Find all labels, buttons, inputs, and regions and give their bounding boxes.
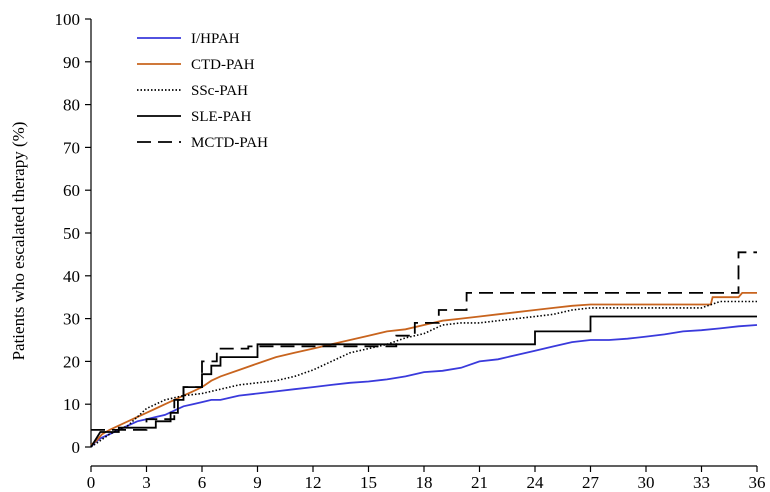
y-tick-label: 70 <box>63 138 80 157</box>
x-tick-label: 15 <box>360 473 377 492</box>
y-tick-label: 80 <box>63 96 80 115</box>
series-line-i-hpah <box>90 324 758 448</box>
x-tick-label: 18 <box>416 473 433 492</box>
x-tick-labels: 0 3 6 9 12 15 18 21 24 27 30 33 36 <box>87 473 766 492</box>
y-axis-title: Patients who escalated therapy (%) <box>9 122 28 361</box>
y-tick-label: 40 <box>63 267 80 286</box>
x-tick-label: 12 <box>305 473 322 492</box>
x-tick-label: 24 <box>527 473 545 492</box>
legend-label: SLE-PAH <box>191 109 251 125</box>
y-tick-label: 30 <box>63 310 80 329</box>
y-tick-label: 100 <box>55 10 81 29</box>
legend-label: MCTD-PAH <box>191 135 268 151</box>
series-line-mctd-pah <box>91 251 757 431</box>
x-tick-label: 30 <box>638 473 655 492</box>
series-lines <box>90 251 758 448</box>
x-tick-label: 27 <box>582 473 600 492</box>
x-tick-label: 6 <box>198 473 207 492</box>
x-tick-label: 9 <box>253 473 262 492</box>
series-line-ssc-pah <box>90 300 757 448</box>
y-tick-label: 20 <box>63 352 80 371</box>
legend: I/HPAH CTD-PAH SSc-PAH SLE-PAH MCTD-PAH <box>137 31 268 151</box>
y-tick-label: 0 <box>72 438 81 457</box>
y-tick-label: 60 <box>63 181 80 200</box>
legend-label: CTD-PAH <box>191 57 255 73</box>
legend-label: SSc-PAH <box>191 83 248 99</box>
x-tick-label: 3 <box>142 473 151 492</box>
series-line-ctd-pah <box>90 292 757 446</box>
legend-label: I/HPAH <box>191 31 240 47</box>
y-tick-labels: 0 10 20 30 40 50 60 70 80 90 100 <box>55 10 81 457</box>
y-tick-label: 90 <box>63 53 80 72</box>
x-tick-label: 33 <box>693 473 710 492</box>
x-tick-label: 36 <box>749 473 766 492</box>
x-tick-label: 0 <box>87 473 96 492</box>
x-tick-label: 21 <box>471 473 488 492</box>
y-tick-label: 10 <box>63 395 80 414</box>
y-tick-label: 50 <box>63 224 80 243</box>
axes <box>85 18 758 472</box>
